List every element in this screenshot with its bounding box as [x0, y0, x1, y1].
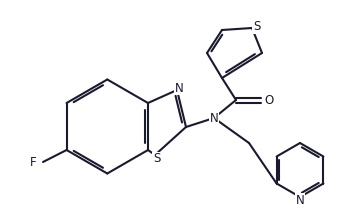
Text: O: O	[265, 94, 274, 106]
Text: S: S	[253, 20, 261, 33]
Text: S: S	[153, 153, 161, 166]
Text: N: N	[295, 193, 304, 206]
Text: N: N	[210, 112, 218, 125]
Text: F: F	[30, 155, 36, 168]
Text: N: N	[175, 82, 183, 95]
